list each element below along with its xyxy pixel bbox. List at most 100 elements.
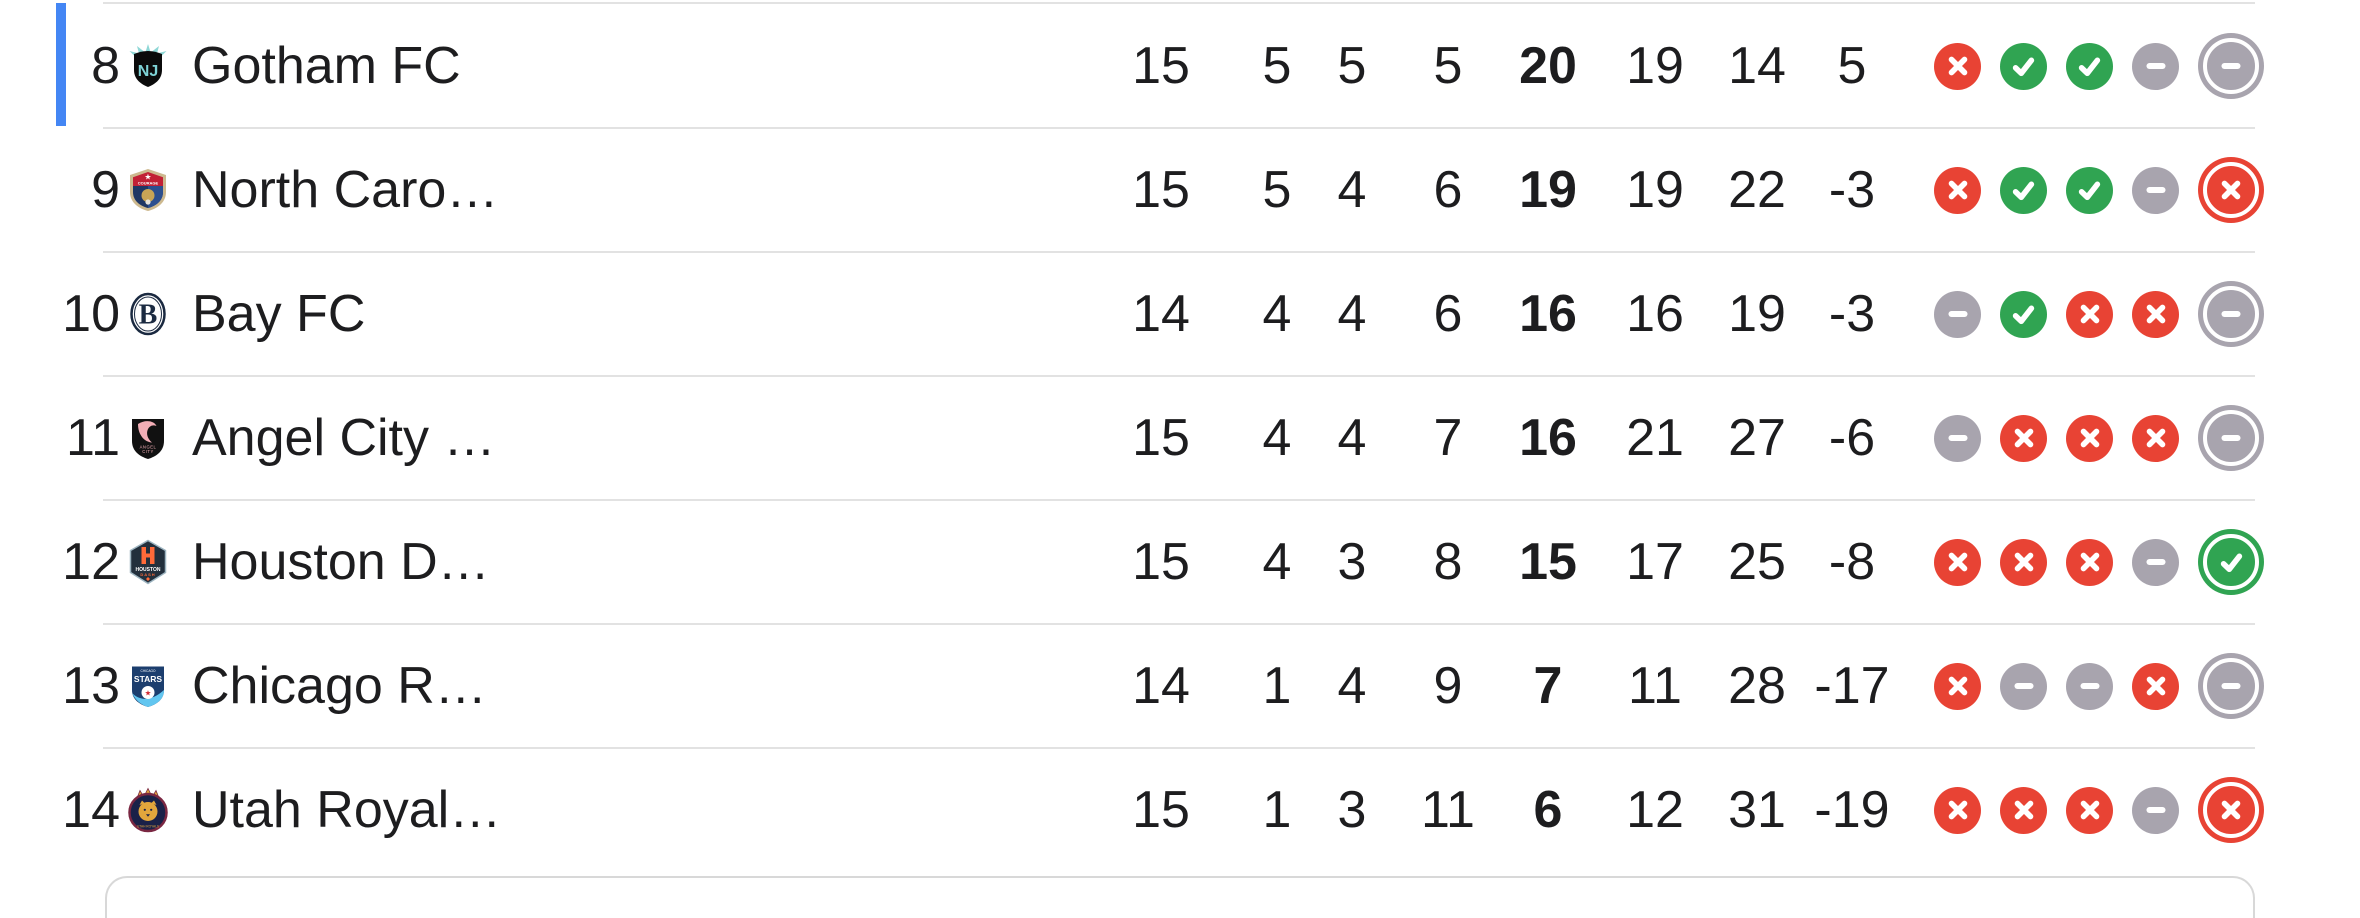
form-win-icon [2000,42,2047,90]
stat-wins: 5 [1262,37,1292,95]
team-name: Utah Royal… [192,781,502,839]
north-carolina-courage-logo: ★ COURAGE [125,167,171,213]
standings-row[interactable]: 8 NJ Gotham FC 15 5 5 5 20 19 14 5 [0,3,2360,128]
form-loss-icon [2132,290,2179,338]
position-number: 10 [62,285,120,343]
stat-played: 14 [1132,657,1190,715]
stat-goals-against: 25 [1728,533,1786,591]
form-loss-icon [2066,414,2113,462]
svg-text:ANGEL: ANGEL [140,445,157,450]
form-draw-icon-latest [2198,653,2264,719]
team-name: Angel City … [192,409,496,467]
gotham-fc-logo: NJ [125,43,171,89]
standings-row[interactable]: 10 B Bay FC 14 4 4 6 16 16 19 -3 [0,251,2360,376]
houston-dash-logo: HOUSTON DASH [125,539,171,585]
form-win-icon [2000,166,2047,214]
recent-form [1934,128,2264,252]
stat-goals-against: 31 [1728,781,1786,839]
stat-goal-difference: -3 [1828,285,1876,343]
stat-goals-against: 14 [1728,37,1786,95]
stat-played: 15 [1132,37,1190,95]
stat-losses: 9 [1433,657,1463,715]
form-win-icon [2066,42,2113,90]
stat-goal-difference: -19 [1814,781,1890,839]
svg-text:CHICAGO: CHICAGO [141,669,156,673]
form-loss-icon-latest [2198,777,2264,843]
stat-goals-for: 12 [1626,781,1684,839]
standings-row[interactable]: 13 CHICAGO STARS ★ Chicago R… 14 1 4 9 7 1… [0,623,2360,748]
team-name: Bay FC [192,285,366,343]
position-number: 9 [91,161,120,219]
team-name: North Caro… [192,161,499,219]
stat-played: 15 [1132,161,1190,219]
chicago-stars-logo: CHICAGO STARS ★ [125,663,171,709]
stat-goal-difference: -17 [1814,657,1890,715]
stat-draws: 3 [1337,781,1367,839]
stat-wins: 1 [1262,781,1292,839]
svg-text:★: ★ [144,173,151,182]
stat-points: 6 [1533,781,1563,839]
form-loss-icon [2000,538,2047,586]
utah-royals-logo: UTAH ROYALS [125,787,171,833]
stat-played: 15 [1132,533,1190,591]
stat-wins: 1 [1262,657,1292,715]
stat-goals-for: 19 [1626,161,1684,219]
stat-goals-against: 22 [1728,161,1786,219]
form-win-icon [2066,166,2113,214]
stat-goals-against: 27 [1728,409,1786,467]
standings-row[interactable]: 11 ANGEL CITY Angel City … 15 4 4 7 16 21… [0,375,2360,500]
form-loss-icon-latest [2198,157,2264,223]
form-draw-icon-latest [2198,405,2264,471]
stat-wins: 4 [1262,409,1292,467]
form-win-icon-latest [2198,529,2264,595]
form-loss-icon [2066,290,2113,338]
position-number: 12 [62,533,120,591]
stat-draws: 4 [1337,161,1367,219]
form-loss-icon [1934,662,1981,710]
form-draw-icon-latest [2198,281,2264,347]
position-number: 8 [91,37,120,95]
stat-played: 15 [1132,409,1190,467]
stat-wins: 5 [1262,161,1292,219]
form-loss-icon [2066,538,2113,586]
stat-goal-difference: 5 [1837,37,1867,95]
svg-text:CITY: CITY [142,449,154,454]
form-loss-icon [2000,414,2047,462]
stat-losses: 6 [1433,161,1463,219]
stat-goals-for: 21 [1626,409,1684,467]
form-draw-icon [2066,662,2113,710]
stat-points: 15 [1519,533,1577,591]
form-loss-icon [2132,662,2179,710]
standings-row[interactable]: 14 UTAH ROYALS Utah Royal… 15 1 3 11 6 1… [0,747,2360,872]
stat-draws: 4 [1337,285,1367,343]
svg-text:NJ: NJ [138,63,158,80]
stat-losses: 6 [1433,285,1463,343]
stat-draws: 5 [1337,37,1367,95]
svg-text:HOUSTON: HOUSTON [136,567,161,573]
stat-draws: 4 [1337,657,1367,715]
recent-form [1934,4,2264,128]
stat-goal-difference: -3 [1828,161,1876,219]
svg-text:COURAGE: COURAGE [138,181,159,186]
form-loss-icon [1934,538,1981,586]
stat-goals-for: 11 [1628,657,1682,715]
stat-goals-for: 16 [1626,285,1684,343]
form-loss-icon [2132,414,2179,462]
form-draw-icon [2132,42,2179,90]
stat-goals-against: 19 [1728,285,1786,343]
form-draw-icon [2132,786,2179,834]
highlight-bar [56,3,66,126]
recent-form [1934,500,2264,624]
position-number: 13 [62,657,120,715]
team-name: Houston D… [192,533,490,591]
stat-goal-difference: -6 [1828,409,1876,467]
form-draw-icon [1934,290,1981,338]
recent-form [1934,252,2264,376]
standings-row[interactable]: 12 HOUSTON DASH Houston D… 15 4 3 8 15 17… [0,499,2360,624]
stat-points: 16 [1519,285,1577,343]
standings-row[interactable]: 9 ★ COURAGE North Caro… 15 5 4 6 19 19 22… [0,127,2360,252]
recent-form [1934,624,2264,748]
stat-losses: 7 [1433,409,1463,467]
stat-played: 15 [1132,781,1190,839]
